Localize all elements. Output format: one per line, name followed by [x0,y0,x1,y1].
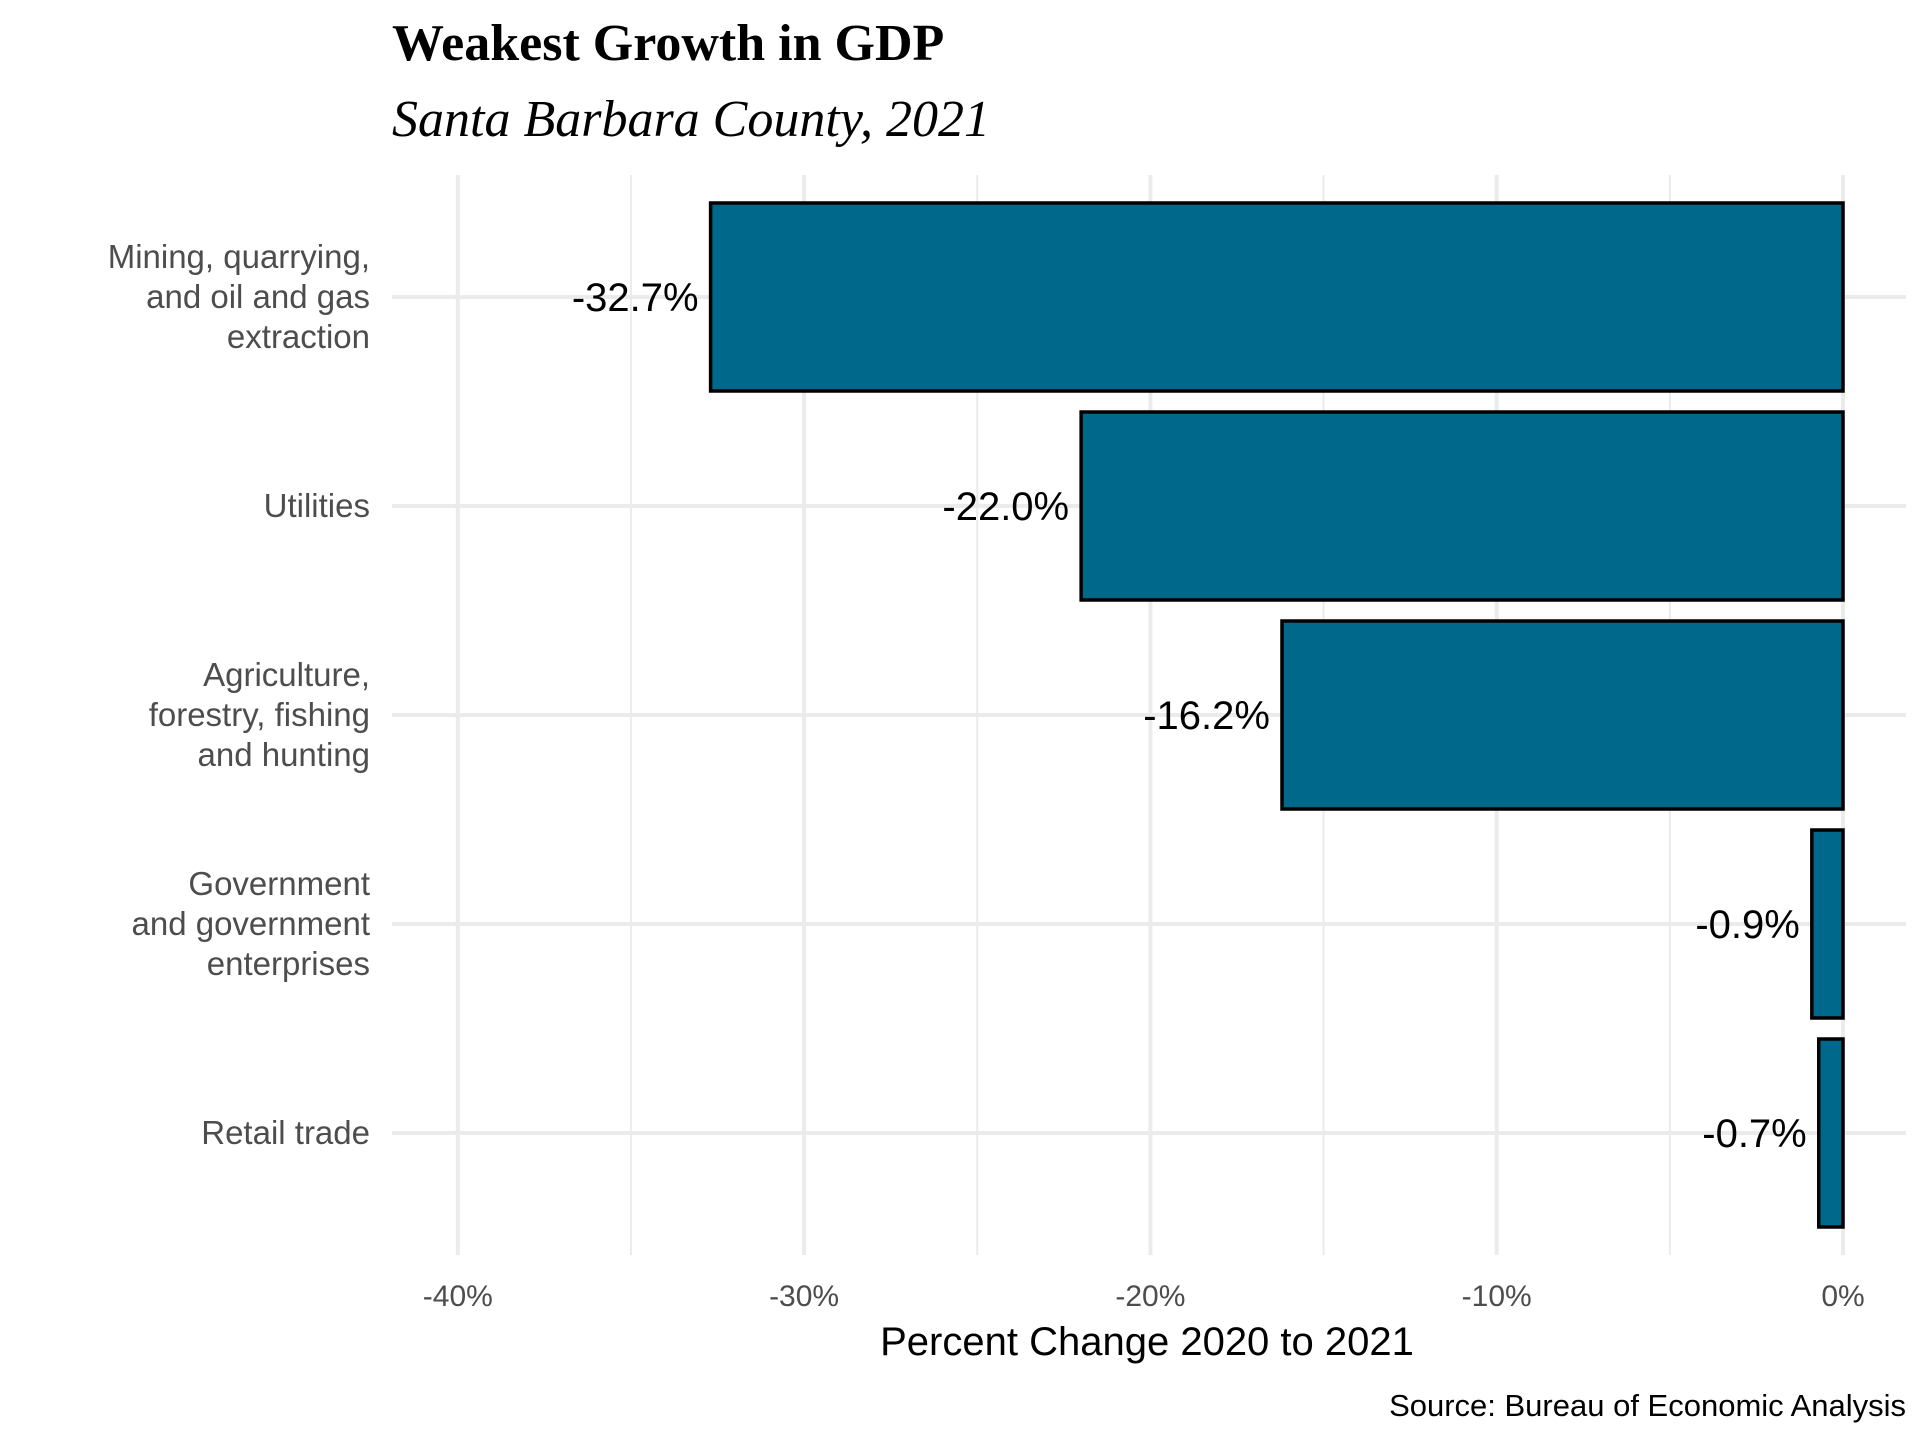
category-label: Mining, quarrying, and oil and gas extract… [108,238,370,355]
bars [708,201,1845,1229]
source-caption: Source: Bureau of Economic Analysis [1389,1388,1906,1423]
bar-value-label: -22.0% [942,485,1069,529]
x-tick-label: 0% [1821,1280,1864,1313]
x-tick-label: -20% [1115,1280,1185,1313]
chart-title: Weakest Growth in GDP [392,15,944,72]
bar [708,201,1845,393]
category-axis-labels: Mining, quarrying, and oil and gas extract… [108,238,370,1151]
bar [1810,828,1845,1020]
bar-value-label: -32.7% [572,276,699,320]
bar-value-label: -16.2% [1143,694,1270,738]
bar-value-label: -0.9% [1695,903,1800,947]
bar-value-label: -0.7% [1702,1112,1807,1156]
chart-subtitle: Santa Barbara County, 2021 [392,91,990,148]
bar [1280,619,1845,811]
category-label: Retail trade [201,1114,370,1151]
bar [1817,1037,1845,1229]
bar [1079,410,1845,602]
x-tick-label: -40% [423,1280,493,1313]
x-tick-label: -10% [1462,1280,1532,1313]
x-axis-tick-labels: -40% -30% -20% -10% 0% [423,1280,1865,1313]
data-labels: -32.7% -22.0% -16.2% -0.9% -0.7% [572,276,1807,1156]
x-axis-title: Percent Change 2020 to 2021 [880,1320,1414,1364]
category-label: Government and government enterprises [132,865,371,982]
x-tick-label: -30% [769,1280,839,1313]
category-label: Agriculture, forestry, fishing and hunting [149,656,370,773]
category-label: Utilities [264,487,370,524]
